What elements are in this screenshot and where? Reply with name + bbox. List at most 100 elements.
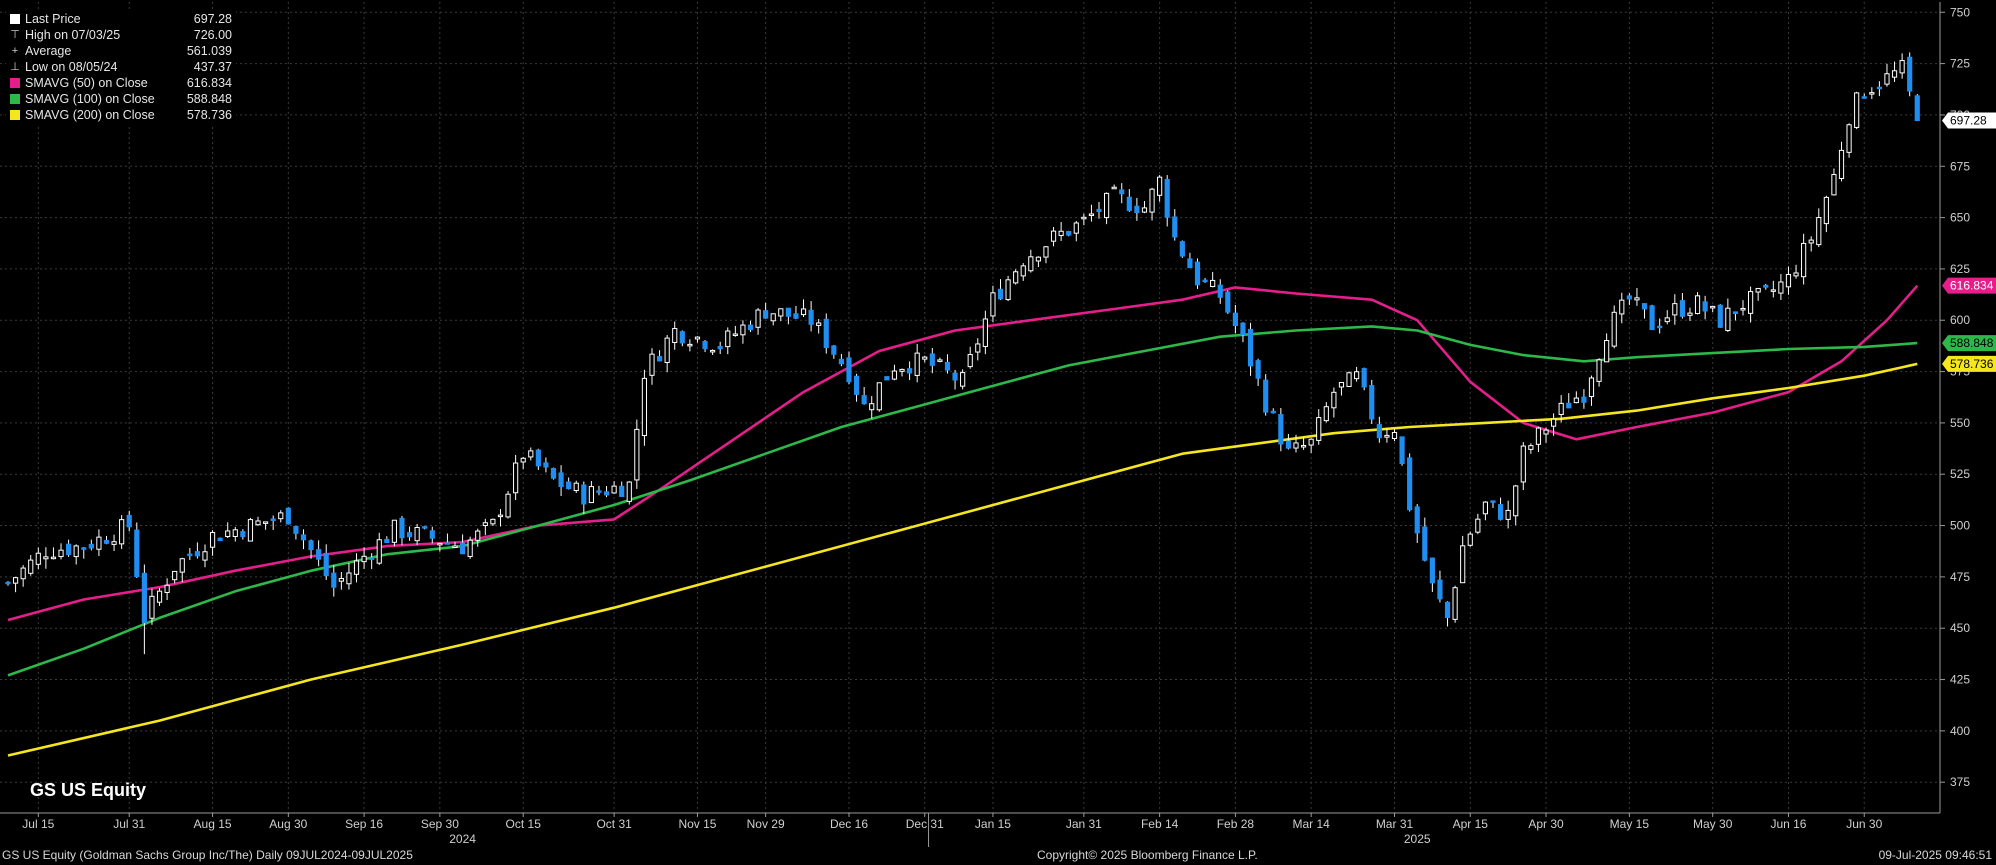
- candle-body: [1505, 509, 1511, 520]
- candle: [1467, 531, 1473, 547]
- candle-body: [1793, 272, 1799, 277]
- candle: [1081, 213, 1087, 226]
- candle: [338, 572, 344, 590]
- candle-body: [785, 307, 791, 317]
- x-tick-label: Jan 31: [1066, 817, 1102, 831]
- candle-body: [103, 540, 110, 544]
- legend-value: 561.039: [186, 44, 232, 58]
- candle: [1619, 292, 1625, 324]
- candle-body: [899, 368, 905, 372]
- x-tick-label: Aug 30: [269, 817, 307, 831]
- candle-body: [111, 541, 117, 545]
- y-tick-label: 375: [1950, 775, 1970, 789]
- candle: [209, 530, 216, 556]
- candle-body: [263, 521, 269, 524]
- candle-body: [96, 536, 102, 550]
- legend-item: ⊤ High on 07/03/25 726.00: [8, 27, 232, 43]
- candle-body: [1619, 299, 1625, 315]
- candle-body: [247, 519, 254, 542]
- candle: [414, 523, 420, 545]
- candle: [1111, 184, 1117, 190]
- x-tick-label: Jul 31: [113, 817, 145, 831]
- candle: [1588, 375, 1595, 406]
- candle: [899, 368, 905, 377]
- candle: [876, 382, 882, 412]
- candle: [119, 515, 125, 549]
- candle-body: [414, 527, 420, 542]
- candle-body: [50, 556, 57, 560]
- candle-body: [1225, 291, 1231, 313]
- candle: [1604, 333, 1610, 363]
- candle-body: [891, 370, 898, 380]
- candle: [1020, 263, 1026, 281]
- candle: [1361, 367, 1367, 391]
- candle-body: [1149, 188, 1155, 213]
- candle: [1444, 601, 1451, 627]
- candle-body: [202, 551, 208, 561]
- candle: [1520, 442, 1526, 491]
- candle-body: [581, 484, 587, 505]
- candle: [1369, 379, 1375, 425]
- candle: [1626, 293, 1632, 306]
- candle: [649, 348, 655, 385]
- x-tick-label: Feb 28: [1217, 817, 1255, 831]
- candle: [497, 509, 504, 527]
- candle-body: [88, 543, 94, 549]
- candle-body: [732, 333, 738, 336]
- y-tick-label: 600: [1950, 313, 1970, 327]
- candle-body: [1497, 504, 1504, 520]
- price-label-text: 616.834: [1950, 279, 1994, 293]
- candle-body: [702, 341, 708, 350]
- candle: [179, 557, 185, 583]
- candle-body: [800, 308, 807, 316]
- candle-body: [1141, 207, 1148, 213]
- candle-body: [1194, 261, 1201, 286]
- candle-body: [1543, 429, 1549, 435]
- candle-body: [611, 485, 617, 494]
- candle: [1657, 318, 1663, 334]
- candle-body: [452, 545, 458, 548]
- candle: [467, 536, 473, 559]
- candle-body: [1157, 176, 1163, 196]
- candle: [1808, 236, 1814, 252]
- candle-body: [1210, 279, 1216, 288]
- candle-body: [1467, 533, 1473, 546]
- candle: [384, 536, 390, 543]
- candle: [1293, 434, 1299, 453]
- candle: [1384, 428, 1390, 443]
- candle-body: [73, 545, 79, 558]
- candle: [1164, 175, 1170, 227]
- candle: [73, 544, 79, 565]
- candle-body: [1020, 265, 1026, 277]
- candlesticks: [5, 52, 1920, 655]
- candle: [967, 346, 973, 369]
- candle: [399, 515, 405, 546]
- candle: [694, 336, 701, 343]
- price-label-background: [1942, 355, 1996, 372]
- candle-body: [1164, 178, 1170, 218]
- candle-body: [1270, 410, 1276, 414]
- candle-body: [937, 359, 943, 362]
- candle-body: [437, 542, 443, 546]
- candle: [331, 565, 337, 597]
- candle: [1793, 264, 1799, 279]
- candle: [1172, 209, 1178, 241]
- candle-body: [1111, 186, 1117, 190]
- candle: [763, 302, 769, 319]
- candle-body: [384, 538, 390, 543]
- candle: [1846, 123, 1852, 158]
- candle: [28, 554, 34, 576]
- candle: [1088, 204, 1095, 222]
- candle-body: [1581, 396, 1587, 403]
- candle-body: [1558, 402, 1564, 415]
- candle: [1407, 453, 1413, 512]
- candle: [982, 310, 988, 355]
- candle: [528, 447, 534, 461]
- candle: [581, 481, 587, 515]
- candle-body: [1876, 86, 1882, 90]
- price-label-background: [1942, 335, 1996, 352]
- candle-body: [1641, 303, 1648, 310]
- candle: [1073, 220, 1079, 242]
- candle-body: [490, 518, 496, 525]
- y-tick-label: 550: [1950, 416, 1970, 430]
